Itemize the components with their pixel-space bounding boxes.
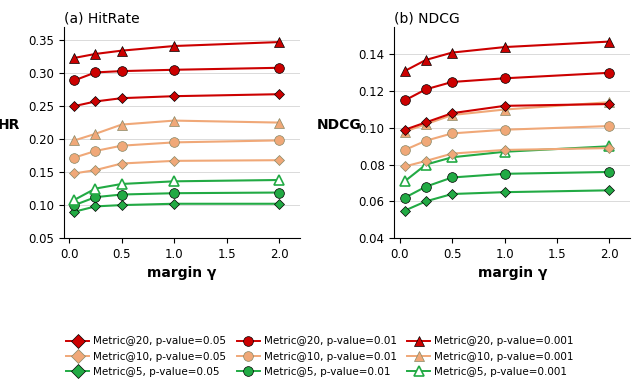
Text: (a) HitRate: (a) HitRate [64,12,140,26]
Y-axis label: NDCG: NDCG [317,119,362,132]
Text: (b) NDCG: (b) NDCG [394,12,460,26]
Y-axis label: HR: HR [0,119,20,132]
X-axis label: margin γ: margin γ [477,266,547,280]
Legend: Metric@20, p-value=0.05, Metric@10, p-value=0.05, Metric@5, p-value=0.05, Metric: Metric@20, p-value=0.05, Metric@10, p-va… [64,334,576,379]
X-axis label: margin γ: margin γ [147,266,217,280]
